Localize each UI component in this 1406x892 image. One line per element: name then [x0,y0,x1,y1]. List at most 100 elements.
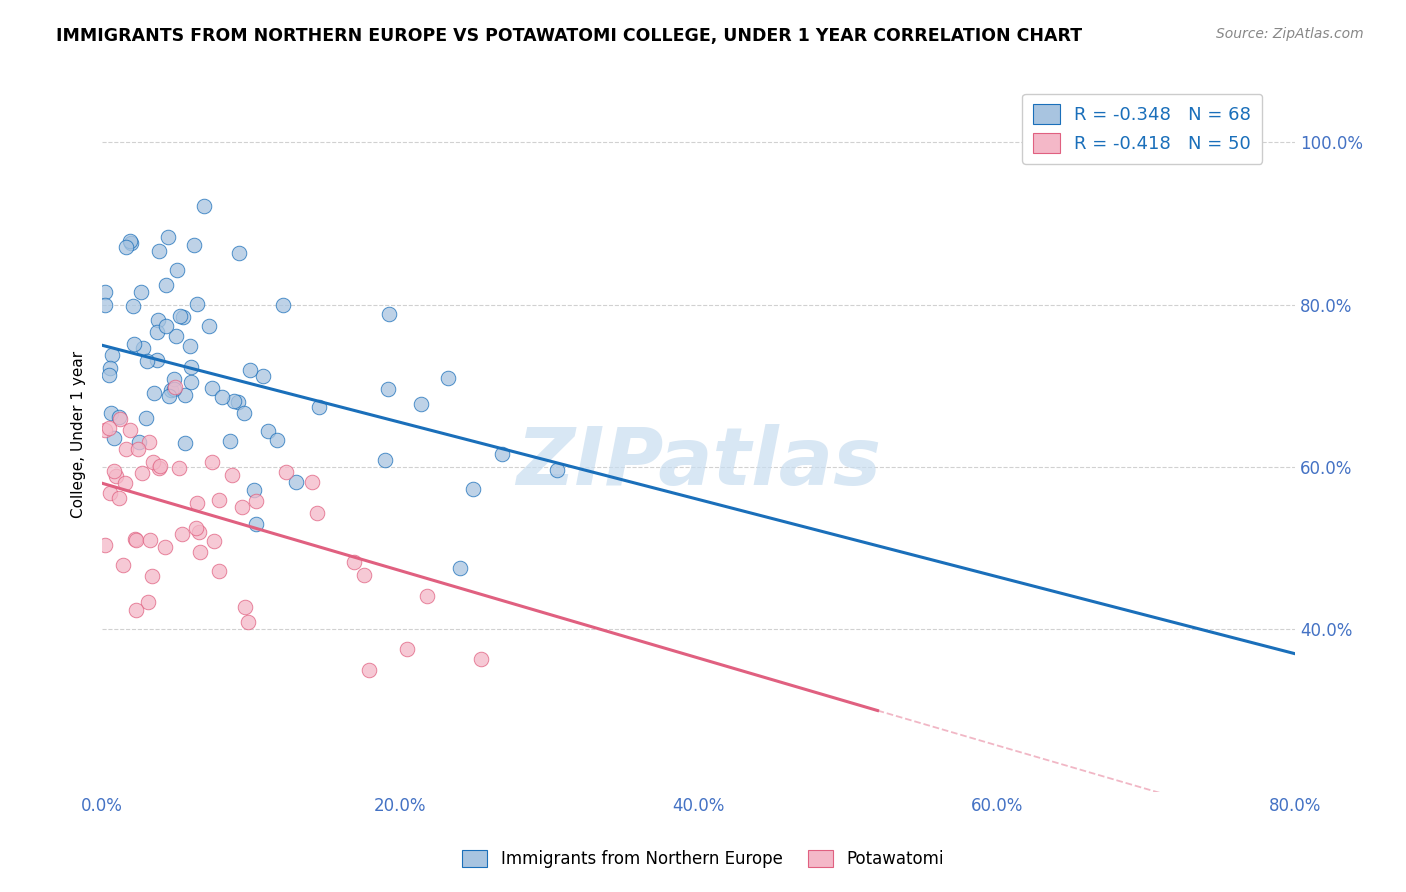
Point [125,603,148,617]
Point [145,353,167,368]
Point [208,493,231,508]
Point [115,240,138,254]
Point [222,394,245,409]
Legend: Immigrants from Northern Europe, Potawatomi: Immigrants from Northern Europe, Potawat… [456,843,950,875]
Point [173,436,195,450]
Point [245,517,267,532]
Point [174,388,197,402]
Point [183,238,205,252]
Point [491,447,513,461]
Point [98,486,121,500]
Point [94,423,117,437]
Point [110,412,132,426]
Point [139,533,162,547]
Point [449,560,471,574]
Point [186,521,208,535]
Point [271,298,294,312]
Point [118,234,141,248]
Point [211,390,233,404]
Point [236,615,259,629]
Point [127,442,149,456]
Point [274,466,297,480]
Point [94,538,117,552]
Point [148,461,170,475]
Point [166,263,188,277]
Point [155,319,177,334]
Point [165,328,187,343]
Point [156,229,179,244]
Point [266,433,288,447]
Point [120,235,142,250]
Point [153,541,176,555]
Point [180,376,202,390]
Point [463,482,485,496]
Point [242,483,264,497]
Y-axis label: College, Under 1 year: College, Under 1 year [72,351,86,518]
Point [172,310,194,325]
Point [98,361,121,376]
Point [97,368,120,383]
Point [233,599,256,614]
Point [128,435,150,450]
Point [155,277,177,292]
Point [172,527,194,541]
Point [118,423,141,437]
Point [245,494,267,508]
Point [103,431,125,445]
Point [201,381,224,395]
Point [437,370,460,384]
Point [226,395,249,409]
Legend: R = -0.348   N = 68, R = -0.418   N = 50: R = -0.348 N = 68, R = -0.418 N = 50 [1022,94,1263,164]
Point [100,348,122,362]
Point [122,337,145,351]
Point [112,558,135,572]
Point [157,389,180,403]
Point [124,532,146,546]
Point [308,400,330,414]
Point [146,325,169,339]
Point [374,453,396,467]
Point [169,309,191,323]
Point [146,312,169,326]
Point [163,372,186,386]
Point [131,466,153,480]
Point [135,411,157,425]
Point [103,464,125,478]
Point [115,442,138,456]
Point [201,455,224,469]
Point [252,368,274,383]
Point [359,663,381,677]
Point [228,246,250,260]
Point [141,568,163,582]
Point [136,354,159,368]
Point [132,341,155,355]
Point [193,199,215,213]
Point [94,298,117,312]
Point [108,410,131,425]
Point [167,461,190,475]
Point [231,500,253,514]
Point [546,463,568,477]
Point [208,564,231,578]
Point [122,299,145,313]
Point [343,555,366,569]
Point [104,469,127,483]
Point [377,382,399,396]
Point [107,491,129,505]
Point [186,297,208,311]
Point [163,380,186,394]
Point [353,567,375,582]
Point [143,386,166,401]
Point [470,652,492,666]
Point [114,476,136,491]
Point [100,406,122,420]
Point [256,424,278,438]
Point [163,382,186,396]
Point [233,406,256,420]
Point [125,533,148,547]
Point [186,495,208,509]
Point [129,285,152,299]
Point [202,534,225,549]
Point [219,434,242,449]
Point [190,544,212,558]
